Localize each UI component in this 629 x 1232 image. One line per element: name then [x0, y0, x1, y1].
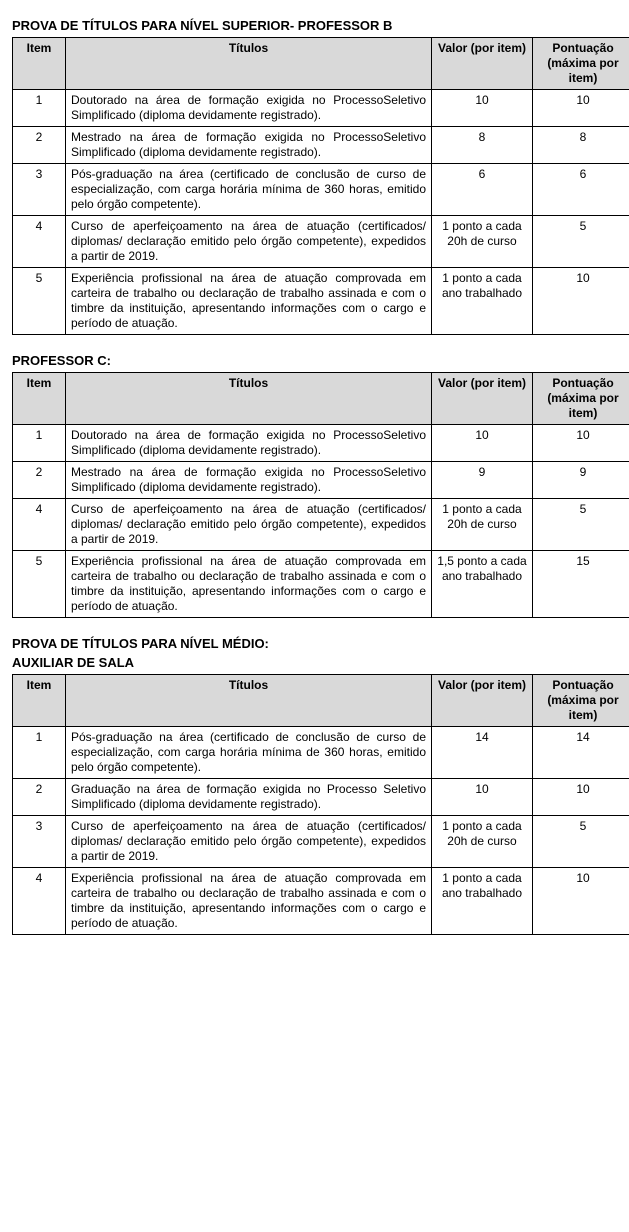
- cell-titulo: Curso de aperfeiçoamento na área de atua…: [66, 499, 432, 551]
- cell-pontuacao: 15: [533, 551, 629, 618]
- cell-titulo: Experiência profissional na área de atua…: [66, 551, 432, 618]
- cell-pontuacao: 6: [533, 164, 629, 216]
- cell-valor: 1 ponto a cada 20h de curso: [432, 216, 533, 268]
- cell-titulo: Doutorado na área de formação exigida no…: [66, 90, 432, 127]
- section2-table: Item Títulos Valor (por item) Pontuação …: [12, 372, 629, 618]
- table-row: 1 Pós-graduação na área (certificado de …: [13, 727, 629, 779]
- table-header-row: Item Títulos Valor (por item) Pontuação …: [13, 373, 629, 425]
- cell-pontuacao: 10: [533, 268, 629, 335]
- table-row: 2 Mestrado na área de formação exigida n…: [13, 127, 629, 164]
- cell-titulo: Curso de aperfeiçoamento na área de atua…: [66, 216, 432, 268]
- cell-pontuacao: 5: [533, 499, 629, 551]
- cell-item: 5: [13, 268, 66, 335]
- header-titulos: Títulos: [66, 38, 432, 90]
- cell-item: 4: [13, 868, 66, 935]
- table-row: 1 Doutorado na área de formação exigida …: [13, 425, 629, 462]
- cell-titulo: Doutorado na área de formação exigida no…: [66, 425, 432, 462]
- table-row: 3 Pós-graduação na área (certificado de …: [13, 164, 629, 216]
- cell-pontuacao: 10: [533, 779, 629, 816]
- cell-valor: 10: [432, 90, 533, 127]
- table-row: 3 Curso de aperfeiçoamento na área de at…: [13, 816, 629, 868]
- cell-item: 1: [13, 727, 66, 779]
- cell-pontuacao: 8: [533, 127, 629, 164]
- section1-table: Item Títulos Valor (por item) Pontuação …: [12, 37, 629, 335]
- cell-valor: 6: [432, 164, 533, 216]
- cell-item: 3: [13, 164, 66, 216]
- section1-title: PROVA DE TÍTULOS PARA NÍVEL SUPERIOR- PR…: [12, 18, 617, 33]
- cell-valor: 1,5 ponto a cada ano trabalhado: [432, 551, 533, 618]
- cell-titulo: Graduação na área de formação exigida no…: [66, 779, 432, 816]
- table-row: 2 Graduação na área de formação exigida …: [13, 779, 629, 816]
- cell-titulo: Experiência profissional na área de atua…: [66, 268, 432, 335]
- cell-pontuacao: 5: [533, 816, 629, 868]
- cell-pontuacao: 10: [533, 90, 629, 127]
- table-row: 4 Experiência profissional na área de at…: [13, 868, 629, 935]
- cell-valor: 1 ponto a cada 20h de curso: [432, 816, 533, 868]
- cell-item: 5: [13, 551, 66, 618]
- header-titulos: Títulos: [66, 675, 432, 727]
- cell-valor: 9: [432, 462, 533, 499]
- cell-item: 2: [13, 127, 66, 164]
- cell-valor: 8: [432, 127, 533, 164]
- cell-pontuacao: 9: [533, 462, 629, 499]
- header-item: Item: [13, 38, 66, 90]
- cell-valor: 1 ponto a cada ano trabalhado: [432, 868, 533, 935]
- header-valor: Valor (por item): [432, 675, 533, 727]
- header-pontuacao: Pontuação (máxima por item): [533, 38, 629, 90]
- cell-titulo: Mestrado na área de formação exigida no …: [66, 462, 432, 499]
- table-header-row: Item Títulos Valor (por item) Pontuação …: [13, 675, 629, 727]
- table-row: 4 Curso de aperfeiçoamento na área de at…: [13, 499, 629, 551]
- header-valor: Valor (por item): [432, 373, 533, 425]
- cell-titulo: Pós-graduação na área (certificado de co…: [66, 727, 432, 779]
- cell-valor: 14: [432, 727, 533, 779]
- header-item: Item: [13, 675, 66, 727]
- cell-item: 2: [13, 779, 66, 816]
- section3-title-line1: PROVA DE TÍTULOS PARA NÍVEL MÉDIO:: [12, 636, 617, 651]
- section2-title: PROFESSOR C:: [12, 353, 617, 368]
- cell-item: 2: [13, 462, 66, 499]
- cell-item: 1: [13, 425, 66, 462]
- header-item: Item: [13, 373, 66, 425]
- table-row: 5 Experiência profissional na área de at…: [13, 551, 629, 618]
- table-header-row: Item Títulos Valor (por item) Pontuação …: [13, 38, 629, 90]
- section3-title-line2: AUXILIAR DE SALA: [12, 655, 617, 670]
- table-row: 5 Experiência profissional na área de at…: [13, 268, 629, 335]
- cell-titulo: Pós-graduação na área (certificado de co…: [66, 164, 432, 216]
- cell-valor: 1 ponto a cada 20h de curso: [432, 499, 533, 551]
- header-pontuacao: Pontuação (máxima por item): [533, 373, 629, 425]
- cell-pontuacao: 10: [533, 425, 629, 462]
- cell-valor: 10: [432, 779, 533, 816]
- cell-item: 4: [13, 499, 66, 551]
- section3-table: Item Títulos Valor (por item) Pontuação …: [12, 674, 629, 935]
- cell-item: 4: [13, 216, 66, 268]
- cell-pontuacao: 14: [533, 727, 629, 779]
- cell-titulo: Curso de aperfeiçoamento na área de atua…: [66, 816, 432, 868]
- table-row: 4 Curso de aperfeiçoamento na área de at…: [13, 216, 629, 268]
- table-row: 2 Mestrado na área de formação exigida n…: [13, 462, 629, 499]
- cell-valor: 1 ponto a cada ano trabalhado: [432, 268, 533, 335]
- cell-titulo: Mestrado na área de formação exigida no …: [66, 127, 432, 164]
- cell-pontuacao: 5: [533, 216, 629, 268]
- cell-item: 1: [13, 90, 66, 127]
- cell-item: 3: [13, 816, 66, 868]
- cell-titulo: Experiência profissional na área de atua…: [66, 868, 432, 935]
- header-titulos: Títulos: [66, 373, 432, 425]
- header-pontuacao: Pontuação (máxima por item): [533, 675, 629, 727]
- header-valor: Valor (por item): [432, 38, 533, 90]
- cell-valor: 10: [432, 425, 533, 462]
- cell-pontuacao: 10: [533, 868, 629, 935]
- table-row: 1 Doutorado na área de formação exigida …: [13, 90, 629, 127]
